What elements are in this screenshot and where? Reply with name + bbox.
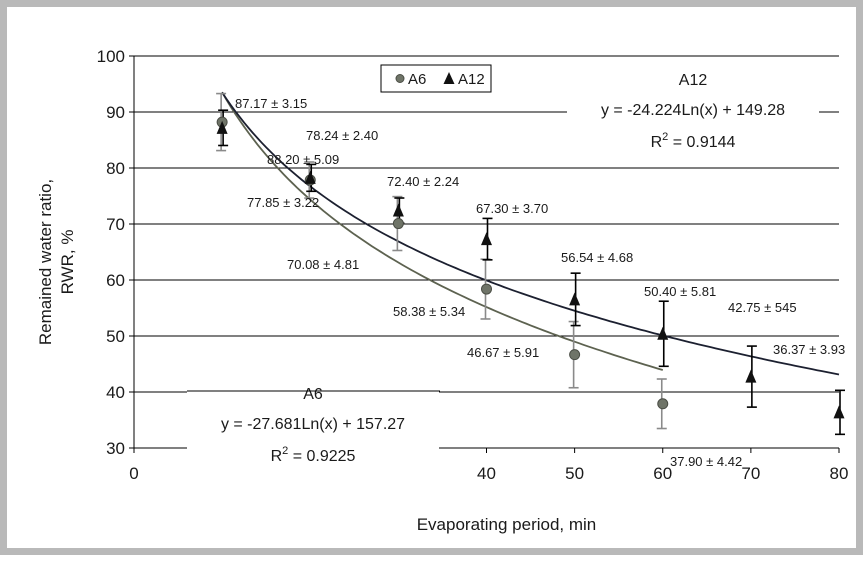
data-label-a6-40: 58.38 ± 5.34 (393, 304, 465, 319)
y-tick-label-90: 90 (106, 103, 125, 122)
equation-formula: y = -24.224Ln(x) + 149.28 (601, 102, 785, 119)
y-tick-label-40: 40 (106, 383, 125, 402)
point-a6-30 (392, 218, 404, 230)
point-a6-40 (481, 283, 492, 295)
trendline-a6 (221, 91, 664, 371)
y-axis-title-line-2: RWR, % (58, 230, 77, 295)
equation-name: A12 (679, 72, 708, 89)
legend-marker-a12 (443, 72, 455, 84)
y-tick-label-70: 70 (106, 215, 125, 234)
legend-box: A6 A12 (380, 64, 492, 93)
x-tick-label-60: 60 (653, 464, 672, 483)
x-tick-label-70: 70 (741, 464, 760, 483)
data-label-a12-30: 72.40 ± 2.24 (387, 174, 459, 189)
point-a12-70 (745, 369, 757, 383)
legend-label-a12: A12 (458, 71, 485, 88)
trendline-a12 (221, 91, 840, 376)
data-label-a12-40: 67.30 ± 3.70 (476, 201, 548, 216)
equation-background (187, 379, 439, 479)
y-tick-label-100: 100 (97, 47, 125, 66)
equation-name: A6 (303, 386, 323, 403)
y-tick-label-50: 50 (106, 327, 125, 346)
data-label-a6-10: 88.20 ± 5.09 (267, 152, 339, 167)
equation-a12: A12 y = -24.224Ln(x) + 149.28 R2 = 0.9144 (567, 65, 819, 157)
error-bars (216, 92, 845, 436)
equation-formula: y = -27.681Ln(x) + 157.27 (221, 416, 405, 433)
data-label-a12-10: 87.17 ± 3.15 (235, 96, 307, 111)
axis-titles: Evaporating period, min Remained water ra… (36, 179, 596, 534)
rwr-chart: 3040506070809010001020304050607080 88.20… (36, 47, 849, 534)
point-a6-60 (657, 398, 669, 410)
legend: A6 A12 (380, 64, 492, 93)
y-tick-label-60: 60 (106, 271, 125, 290)
equation-r2: R2 = 0.9225 (271, 445, 356, 465)
y-tick-label-80: 80 (106, 159, 125, 178)
x-axis-title: Evaporating period, min (417, 515, 597, 534)
y-axis-title-line-1: Remained water ratio, (36, 179, 55, 345)
data-labels: 88.20 ± 5.09 77.85 ± 3.22 70.08 ± 4.81 58.3… (235, 96, 845, 469)
data-label-a12-70: 42.75 ± 545 (728, 300, 797, 315)
data-label-a12-80: 36.37 ± 3.93 (773, 342, 845, 357)
point-a12-30 (392, 203, 404, 217)
point-a12-50 (569, 292, 581, 306)
data-label-a6-20: 77.85 ± 3.22 (247, 195, 319, 210)
equation-background (567, 65, 819, 157)
legend-marker-a6 (395, 74, 405, 83)
legend-label-a6: A6 (408, 71, 426, 88)
r2-exponent: 2 (282, 445, 288, 457)
point-a12-80 (833, 405, 845, 419)
r2-prefix: R (651, 134, 663, 151)
y-axis-title: Remained water ratio, RWR, % (36, 179, 77, 345)
point-a12-40 (481, 232, 492, 246)
r2-value: = 0.9225 (288, 448, 355, 465)
x-tick-label-80: 80 (830, 464, 849, 483)
y-tick-label-30: 30 (106, 439, 125, 458)
point-a6-50 (569, 349, 581, 361)
equation-r2: R2 = 0.9144 (651, 131, 736, 151)
data-label-a6-30: 70.08 ± 4.81 (287, 257, 359, 272)
r2-prefix: R (271, 448, 283, 465)
data-points (216, 116, 845, 419)
point-a12-10 (216, 120, 228, 134)
x-tick-label-50: 50 (565, 464, 584, 483)
data-label-a6-50: 46.67 ± 5.91 (467, 345, 539, 360)
data-label-a12-20: 78.24 ± 2.40 (306, 128, 378, 143)
data-label-a12-60: 50.40 ± 5.81 (644, 284, 716, 299)
x-tick-label-0: 0 (129, 464, 138, 483)
trendlines (221, 91, 840, 376)
r2-exponent: 2 (662, 131, 668, 143)
data-label-a6-60: 37.90 ± 4.42 (670, 454, 742, 469)
point-a12-20 (304, 170, 316, 184)
point-a12-60 (657, 326, 669, 340)
r2-value: = 0.9144 (668, 134, 735, 151)
equation-a6: A6 y = -27.681Ln(x) + 157.27 R2 = 0.9225 (187, 379, 439, 479)
data-label-a12-50: 56.54 ± 4.68 (561, 250, 633, 265)
x-tick-label-40: 40 (477, 464, 496, 483)
